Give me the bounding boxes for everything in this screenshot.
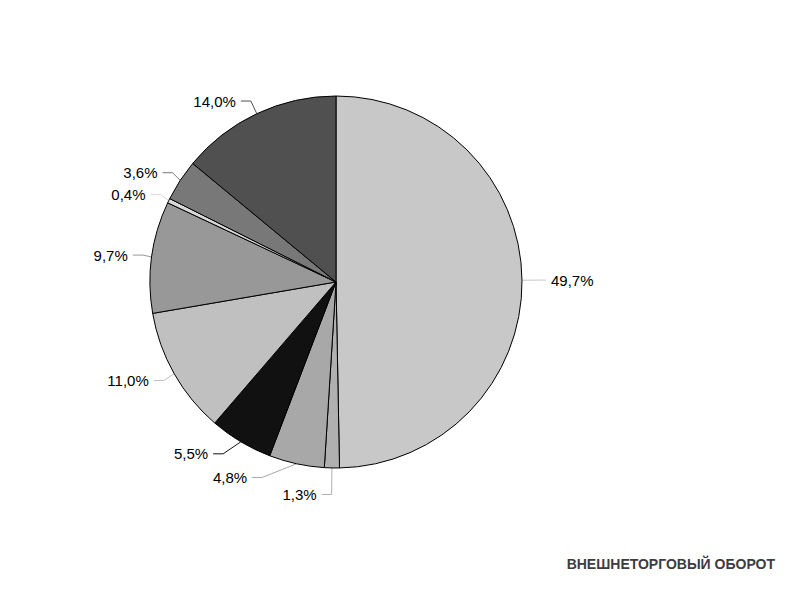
svg-text:4,8%: 4,8% xyxy=(213,469,247,486)
svg-text:9,7%: 9,7% xyxy=(94,247,128,264)
svg-text:5,5%: 5,5% xyxy=(174,445,208,462)
svg-text:0,4%: 0,4% xyxy=(111,186,145,203)
svg-text:3,6%: 3,6% xyxy=(123,164,157,181)
svg-text:11,0%: 11,0% xyxy=(107,372,148,389)
svg-text:ВНЕШНЕТОРГОВЫЙ ОБОРОТ: ВНЕШНЕТОРГОВЫЙ ОБОРОТ xyxy=(567,555,776,572)
svg-text:1,3%: 1,3% xyxy=(282,486,316,503)
svg-text:14,0%: 14,0% xyxy=(193,93,236,110)
svg-text:49,7%: 49,7% xyxy=(551,272,594,289)
